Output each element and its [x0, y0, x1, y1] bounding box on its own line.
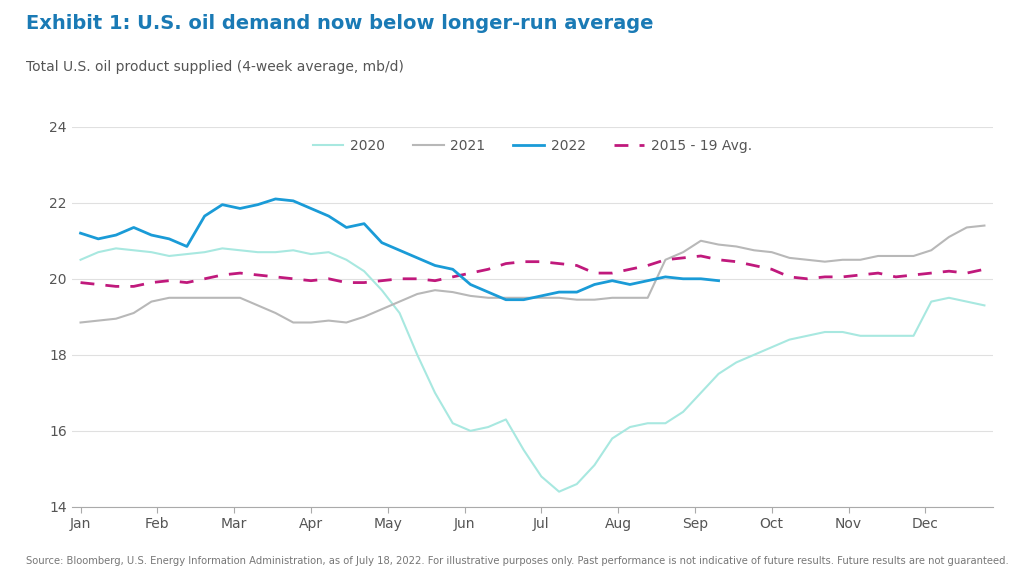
Legend: 2020, 2021, 2022, 2015 - 19 Avg.: 2020, 2021, 2022, 2015 - 19 Avg. [307, 134, 758, 159]
Text: Exhibit 1: U.S. oil demand now below longer-run average: Exhibit 1: U.S. oil demand now below lon… [26, 14, 653, 33]
Text: Total U.S. oil product supplied (4-week average, mb/d): Total U.S. oil product supplied (4-week … [26, 60, 403, 74]
Text: Source: Bloomberg, U.S. Energy Information Administration, as of July 18, 2022. : Source: Bloomberg, U.S. Energy Informati… [26, 556, 1009, 566]
